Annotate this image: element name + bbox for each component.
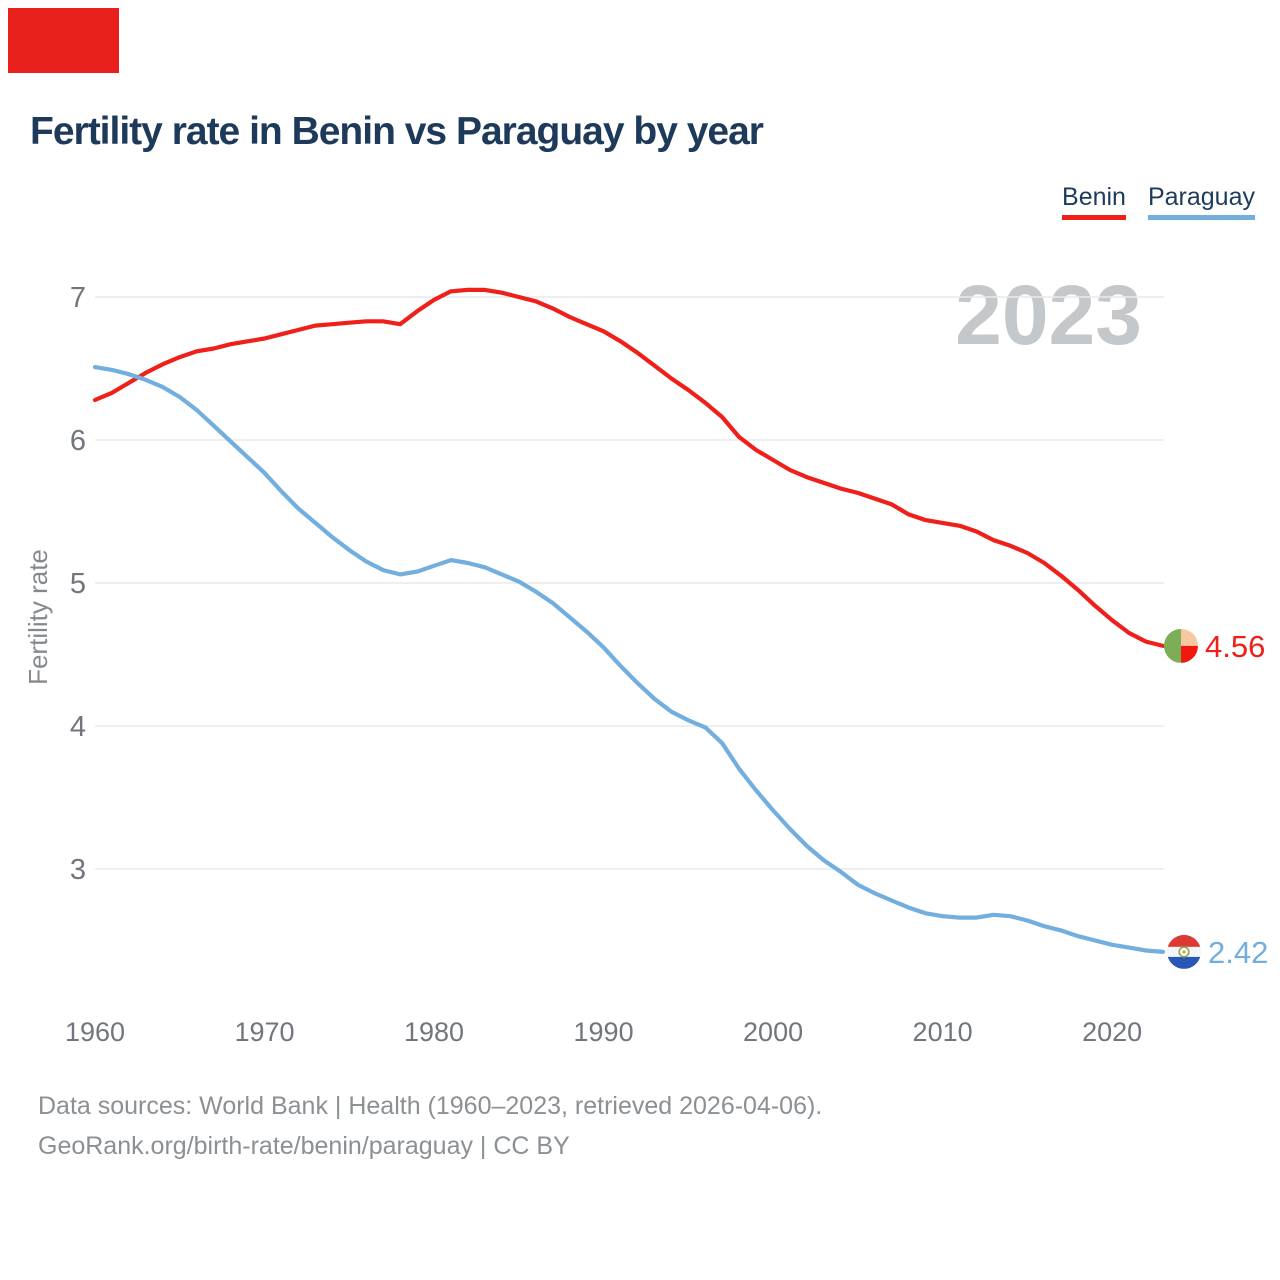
x-tick-label-1980: 1980 [404, 1017, 464, 1047]
year-watermark: 2023 [955, 268, 1142, 362]
end-label-paraguay: 2.42 [1208, 935, 1268, 970]
benin-flag-icon[interactable] [1164, 628, 1198, 663]
x-tick-label-2010: 2010 [913, 1017, 973, 1047]
y-tick-label-5: 5 [70, 568, 86, 600]
x-tick-label-1970: 1970 [234, 1017, 294, 1047]
y-tick-label-7: 7 [70, 282, 86, 314]
chart-footer: Data sources: World Bank | Health (1960–… [38, 1086, 822, 1166]
red-overlay-rectangle [8, 8, 119, 73]
series-line-benin[interactable] [92, 287, 1166, 649]
footer-license-line[interactable]: GeoRank.org/birth-rate/benin/paraguay | … [38, 1132, 570, 1160]
y-tick-label-6: 6 [70, 425, 86, 457]
end-label-benin: 4.56 [1205, 629, 1265, 664]
x-tick-label-2000: 2000 [743, 1017, 803, 1047]
y-tick-label-4: 4 [70, 711, 86, 743]
legend: Benin Paraguay [1062, 183, 1255, 220]
y-axis-title: Fertility rate [23, 549, 53, 685]
x-tick-label-2020: 2020 [1082, 1017, 1142, 1047]
footer-source-line: Data sources: World Bank | Health (1960–… [38, 1092, 823, 1120]
x-tick-label-1990: 1990 [574, 1017, 634, 1047]
x-tick-label-1960: 1960 [65, 1017, 125, 1047]
legend-item-paraguay[interactable]: Paraguay [1147, 183, 1255, 220]
chart-title: Fertility rate in Benin vs Paraguay by y… [30, 110, 764, 153]
paraguay-flag-icon[interactable] [1167, 934, 1201, 969]
series-line-paraguay[interactable] [92, 365, 1166, 955]
y-tick-label-3: 3 [70, 854, 86, 886]
legend-item-benin[interactable]: Benin [1062, 183, 1126, 220]
